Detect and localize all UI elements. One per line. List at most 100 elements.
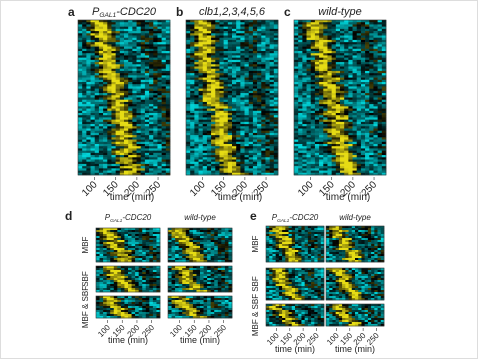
heatmap-cell bbox=[273, 73, 279, 76]
heatmap-cell bbox=[128, 42, 133, 45]
heatmap-cell bbox=[149, 24, 154, 27]
heatmap-cell bbox=[98, 121, 104, 125]
heatmap-cell bbox=[261, 141, 266, 145]
heatmap-cell bbox=[257, 42, 262, 45]
heatmap-cell bbox=[294, 31, 299, 34]
heatmap-cell bbox=[352, 128, 358, 132]
heatmap-cell bbox=[223, 28, 229, 32]
heatmap-cell bbox=[186, 51, 191, 54]
heatmap-cell bbox=[265, 86, 270, 89]
heatmap-cell bbox=[335, 172, 341, 176]
heatmap-cell bbox=[302, 135, 307, 138]
heatmap-cell bbox=[202, 86, 208, 89]
heatmap-cell bbox=[82, 48, 87, 52]
heatmap-cell bbox=[86, 24, 91, 27]
heatmap-cell bbox=[94, 48, 100, 52]
heatmap-cell bbox=[149, 88, 154, 92]
heatmap-cell bbox=[153, 64, 158, 67]
heatmap-cell bbox=[165, 148, 171, 151]
heatmap-cell bbox=[128, 132, 133, 136]
heatmap-cell bbox=[215, 93, 220, 96]
heatmap-cell bbox=[132, 64, 137, 67]
heatmap-cell bbox=[131, 242, 136, 245]
heatmap-cell bbox=[165, 66, 171, 70]
heatmap-cell bbox=[227, 42, 233, 45]
heatmap-cell bbox=[373, 33, 378, 36]
heatmap-cell bbox=[252, 137, 258, 140]
heatmap-cell bbox=[331, 39, 337, 43]
heatmap-cell bbox=[265, 152, 270, 156]
heatmap-cell bbox=[232, 39, 237, 43]
heatmap-cell bbox=[202, 117, 208, 120]
heatmap-cell bbox=[136, 150, 142, 154]
heatmap-cell bbox=[103, 137, 108, 140]
heatmap-cell bbox=[136, 59, 142, 63]
heatmap-cell bbox=[244, 170, 250, 174]
heatmap-cell bbox=[302, 42, 307, 45]
heatmap-cell bbox=[273, 141, 279, 145]
heatmap-cell bbox=[165, 97, 171, 101]
heatmap-cell bbox=[94, 132, 100, 136]
heatmap-cell bbox=[107, 150, 112, 154]
heatmap-cell bbox=[227, 137, 233, 140]
heatmap-cell bbox=[323, 172, 328, 176]
heatmap-cell bbox=[227, 22, 233, 25]
heatmap-cell bbox=[314, 148, 320, 151]
heatmap-cell bbox=[103, 24, 108, 27]
heatmap-cell bbox=[119, 115, 125, 118]
heatmap-cell bbox=[261, 146, 266, 149]
heatmap-cell bbox=[153, 108, 158, 112]
heatmap-cell bbox=[82, 28, 87, 32]
heatmap-cell bbox=[161, 26, 167, 30]
heatmap-cell bbox=[202, 62, 208, 65]
heatmap-cell bbox=[111, 152, 116, 156]
heatmap-cell bbox=[331, 73, 337, 76]
heatmap-cell bbox=[194, 24, 199, 27]
heatmap-cell bbox=[223, 150, 229, 154]
heatmap-cell bbox=[314, 128, 320, 132]
heatmap-cell bbox=[156, 248, 161, 251]
heatmap-cell bbox=[232, 93, 237, 96]
heatmap-cell bbox=[194, 93, 199, 96]
heatmap-cell bbox=[206, 37, 212, 41]
heatmap-cell bbox=[124, 104, 129, 107]
heatmap-cell bbox=[90, 115, 96, 118]
heatmap-cell bbox=[144, 31, 150, 34]
heatmap-cell bbox=[373, 137, 378, 140]
heatmap-cell bbox=[107, 99, 112, 103]
heatmap-cell bbox=[223, 55, 229, 58]
heatmap-cell bbox=[124, 246, 129, 249]
heatmap-cell bbox=[310, 59, 316, 63]
heatmap-cell bbox=[323, 161, 328, 165]
heatmap-cell bbox=[165, 101, 171, 105]
heatmap-cell bbox=[248, 24, 254, 27]
heatmap-cell bbox=[124, 168, 129, 171]
heatmap-cell bbox=[327, 53, 332, 56]
heatmap-cell bbox=[227, 157, 233, 160]
heatmap-cell bbox=[78, 79, 83, 83]
heatmap-cell bbox=[373, 70, 378, 74]
heatmap-cell bbox=[136, 20, 142, 23]
heatmap-cell bbox=[219, 42, 224, 45]
heatmap-cell bbox=[215, 57, 220, 61]
heatmap-cell bbox=[323, 31, 328, 34]
heatmap-cell bbox=[131, 260, 136, 263]
heatmap-cell bbox=[298, 39, 303, 43]
heatmap-cell bbox=[306, 172, 312, 176]
heatmap-cell bbox=[165, 124, 171, 127]
heatmap-cell bbox=[327, 44, 332, 47]
heatmap-cell bbox=[132, 62, 137, 65]
heatmap-cell bbox=[156, 242, 161, 245]
heatmap-cell bbox=[107, 141, 112, 145]
heatmap-cell bbox=[327, 119, 332, 123]
heatmap-cell bbox=[381, 110, 387, 114]
heatmap-cell bbox=[327, 113, 332, 116]
heatmap-cell bbox=[119, 161, 125, 165]
heatmap-cell bbox=[132, 124, 137, 127]
heatmap-cell bbox=[194, 146, 199, 149]
heatmap-cell bbox=[257, 101, 262, 105]
heatmap-cell bbox=[302, 53, 307, 56]
heatmap-cell bbox=[140, 119, 146, 123]
heatmap-cell bbox=[381, 57, 387, 61]
heatmap-cell bbox=[128, 99, 133, 103]
